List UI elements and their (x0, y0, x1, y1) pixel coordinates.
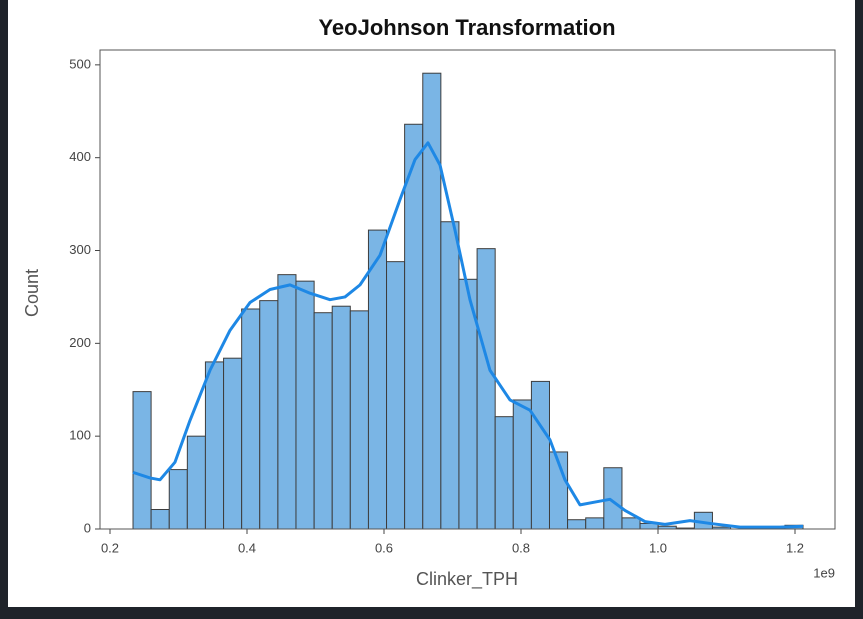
bar (367, 229, 388, 530)
bar (241, 308, 261, 530)
x-offset-label: 1e9 (813, 565, 835, 580)
bar (168, 469, 188, 530)
bar (530, 380, 550, 530)
x-tick-label: 1.2 (786, 540, 804, 555)
chart-title: YeoJohnson Transformation (318, 15, 615, 40)
x-tick-label: 1.0 (649, 540, 667, 555)
y-tick-label: 100 (69, 428, 91, 443)
y-tick-label: 400 (69, 149, 91, 164)
bar (603, 467, 623, 530)
bar (223, 357, 243, 530)
bar (422, 72, 442, 530)
y-tick-label: 200 (69, 335, 91, 350)
bar (295, 280, 315, 530)
y-tick-label: 0 (84, 520, 91, 535)
y-axis-label: Count (22, 269, 42, 317)
y-tick-label: 500 (69, 56, 91, 71)
plot-frame (99, 49, 836, 530)
bar (349, 310, 369, 530)
bar (277, 274, 297, 530)
bar (204, 361, 225, 530)
bar (259, 300, 279, 530)
bar (386, 261, 406, 530)
bar (186, 435, 206, 530)
kde-line (132, 141, 804, 529)
bar (132, 391, 152, 530)
x-tick-label: 0.6 (375, 540, 393, 555)
y-tick-label: 300 (69, 242, 91, 257)
bar (331, 305, 351, 530)
bar (585, 517, 605, 530)
bar (567, 519, 587, 530)
bar (150, 509, 170, 530)
bar (404, 123, 424, 530)
bar (476, 248, 496, 530)
x-axis-label: Clinker_TPH (416, 569, 518, 590)
bar (512, 399, 532, 530)
bar (621, 517, 641, 530)
bar (313, 312, 333, 530)
x-tick-label: 0.8 (512, 540, 530, 555)
bar (494, 416, 514, 530)
x-tick-label: 0.4 (238, 540, 256, 555)
x-tick-label: 0.2 (101, 540, 119, 555)
bar (440, 221, 460, 530)
